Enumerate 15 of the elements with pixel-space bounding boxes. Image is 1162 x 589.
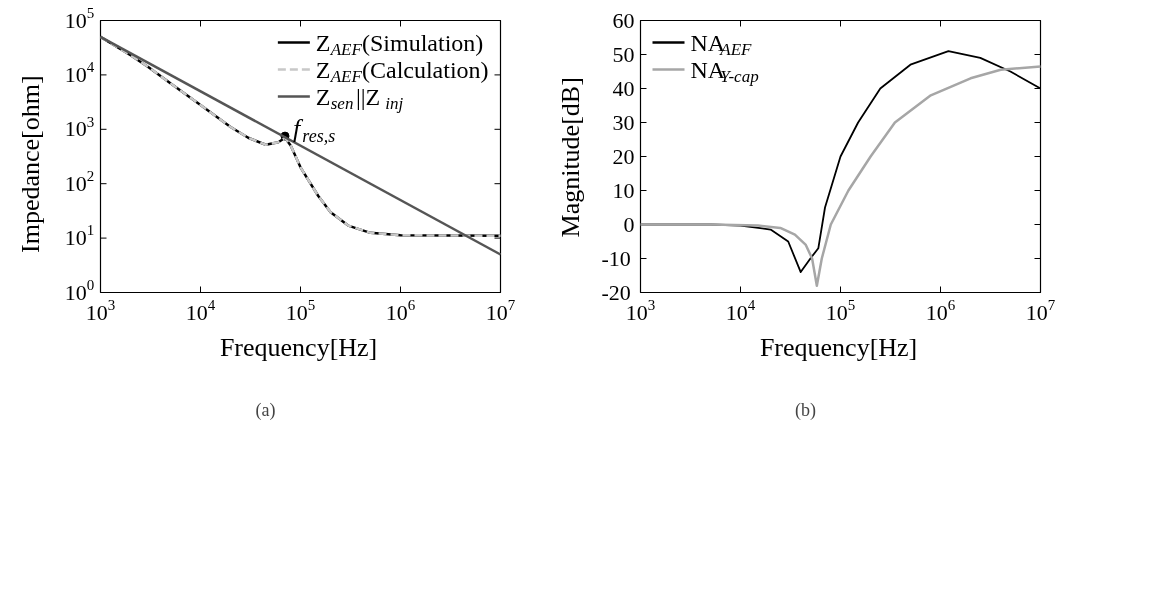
y-tick-label: 40 — [612, 75, 635, 101]
y-tick-label: 0 — [623, 211, 635, 237]
text: (b) — [795, 399, 817, 421]
y-axis-title: Magnitude[dB] — [556, 77, 585, 238]
y-tick-label: -10 — [601, 245, 631, 271]
y-tick-label: -20 — [601, 279, 631, 305]
y-tick-label: 50 — [612, 41, 635, 67]
x-axis-title: Frequency[Hz] — [759, 333, 918, 362]
x-axis-title: Frequency[Hz] — [219, 333, 378, 362]
y-tick-label: 10 — [612, 177, 635, 203]
text: (a) — [255, 399, 276, 421]
y-axis-title: Impedance[ohm] — [16, 75, 45, 253]
y-tick-label: 30 — [612, 109, 635, 135]
y-tick-label: 20 — [612, 143, 635, 169]
y-tick-label: 60 — [612, 7, 635, 33]
